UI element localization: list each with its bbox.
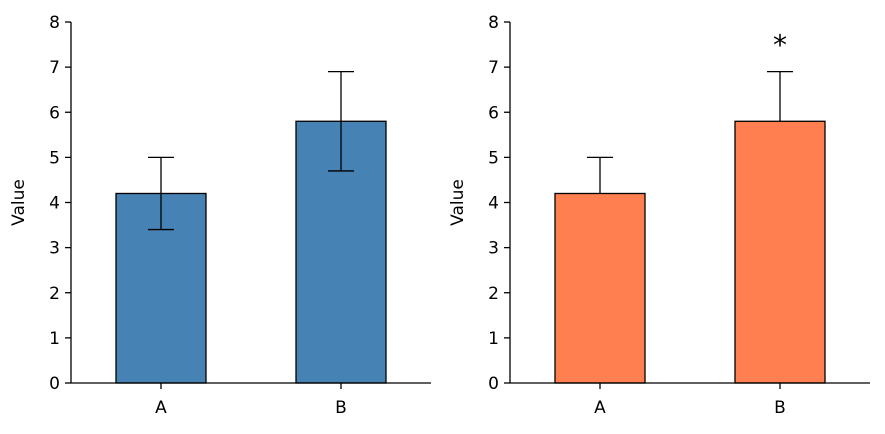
- y-tick-label: 1: [49, 329, 60, 349]
- y-tick-label: 4: [488, 194, 499, 214]
- y-tick-label: 8: [49, 13, 60, 33]
- x-tick-label: B: [774, 398, 786, 418]
- x-tick-label: B: [335, 398, 347, 418]
- y-tick-label: 5: [488, 148, 499, 168]
- y-tick-label: 3: [49, 239, 60, 259]
- bar-a: [554, 192, 646, 384]
- y-tick-label: 5: [49, 148, 60, 168]
- y-tick-label: 7: [488, 58, 499, 78]
- y-tick-label: 4: [49, 194, 60, 214]
- y-tick-label: 8: [488, 13, 499, 33]
- x-tick-label: A: [155, 398, 167, 418]
- bar-b: [734, 120, 826, 384]
- y-tick-label: 1: [488, 329, 499, 349]
- error-bar-b: [328, 70, 354, 172]
- error-bar-b: [767, 70, 793, 122]
- y-tick-label: 0: [49, 374, 60, 394]
- y-tick-label: 0: [488, 374, 499, 394]
- chart-panel-2: 0 1 2 3 4 5 6 7 8 A B Value *: [448, 13, 870, 418]
- y-tick-label: 3: [488, 239, 499, 259]
- y-tick-label: 2: [49, 284, 60, 304]
- x-tick-label: A: [594, 398, 606, 418]
- y-tick-label: 2: [488, 284, 499, 304]
- y-tick-label: 6: [488, 103, 499, 123]
- error-bar-a: [587, 156, 613, 194]
- significance-marker: *: [773, 29, 787, 62]
- error-bar-a: [148, 156, 174, 231]
- chart-panel-1: 0 1 2 3 4 5 6 7 8 A B Value: [9, 13, 431, 418]
- y-axis-label: Value: [448, 179, 468, 226]
- y-tick-label: 7: [49, 58, 60, 78]
- y-tick-label: 6: [49, 103, 60, 123]
- y-axis-label: Value: [9, 179, 29, 226]
